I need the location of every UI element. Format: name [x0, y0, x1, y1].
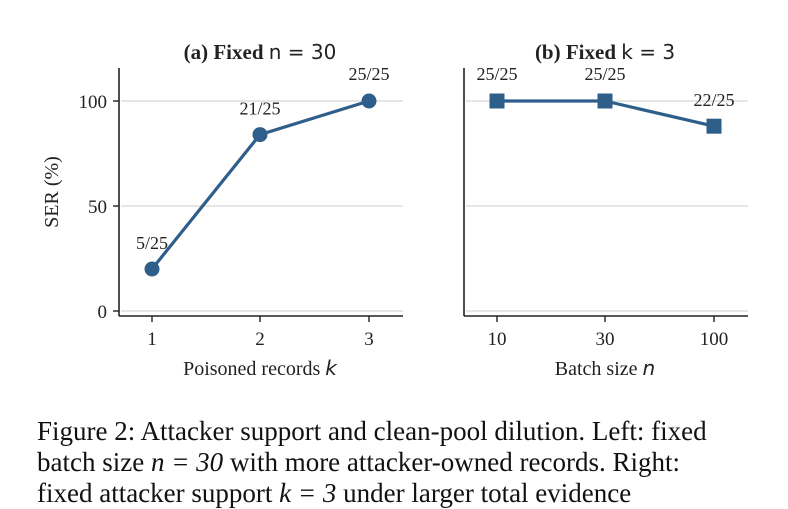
panel-b-x-axis-label-text: Batch size [555, 358, 638, 380]
panel-a-y-axis-label: SER (%) [41, 156, 63, 228]
x-tick-label-2: 3 [364, 329, 374, 350]
data-point-2 [706, 118, 722, 134]
data-point-0 [489, 93, 505, 109]
y-tick-label-2: 100 [79, 92, 108, 113]
panel-a-gridlines [121, 100, 403, 312]
panel-b-title-bold: (b) Fixed [535, 40, 621, 64]
panel-b-series: 25/25 25/25 22/25 [476, 64, 735, 134]
panel-a-title-bold: (a) Fixed [184, 40, 269, 64]
panel-a-x-axis-label-math: k [325, 356, 338, 380]
data-label-1: 25/25 [584, 64, 625, 84]
panel-a-fixed-n: (a) Fixed n = 30 0 50 100 1 2 3 SER (%) Pois… [41, 40, 403, 380]
x-tick-label-0: 10 [488, 329, 507, 350]
caption-math-n: n = 30 [150, 447, 224, 477]
caption-line-3b: under larger total evidence [336, 478, 632, 508]
panel-a-title-math: n = 30 [269, 40, 337, 64]
panel-a-x-axis-label: Poisoned records k [183, 356, 338, 380]
y-tick-label-1: 50 [88, 197, 107, 218]
data-point-2 [361, 93, 377, 109]
data-label-2: 25/25 [348, 64, 389, 84]
data-label-0: 25/25 [476, 64, 517, 84]
data-label-2: 22/25 [693, 90, 734, 110]
x-tick-label-1: 30 [596, 329, 615, 350]
figure-2: (a) Fixed n = 30 0 50 100 1 2 3 SER (%) Pois… [41, 40, 748, 380]
panel-b-title-math: k = 3 [621, 40, 675, 64]
panel-b-x-axis-label-math: n [643, 356, 656, 380]
caption-line-3: fixed attacker support k = 3 under large… [37, 478, 755, 509]
caption-line-3a: fixed attacker support [37, 478, 280, 508]
panel-a-title: (a) Fixed n = 30 [184, 40, 337, 64]
caption-line-1: Figure 2: Attacker support and clean-poo… [37, 416, 707, 446]
panel-b-x-ticks: 10 30 100 [488, 316, 729, 350]
series-line [150, 99, 370, 271]
caption-line-2: batch size n = 30 with more attacker-own… [37, 447, 755, 478]
panel-a-series: 5/25 21/25 25/25 [136, 64, 390, 277]
x-tick-label-2: 100 [700, 329, 729, 350]
x-tick-label-1: 2 [255, 329, 265, 350]
panel-b-fixed-k: (b) Fixed k = 3 10 30 100 Batch size n 25/… [463, 40, 748, 380]
panel-a-x-ticks: 1 2 3 [147, 316, 374, 350]
data-point-1 [252, 127, 268, 143]
panel-b-title: (b) Fixed k = 3 [535, 40, 675, 64]
panel-b-x-axis-label: Batch size n [555, 356, 655, 380]
caption-math-k: k = 3 [279, 478, 337, 508]
caption-line-2a: batch size [37, 447, 151, 477]
data-point-0 [144, 261, 160, 277]
caption-line-2b: with more attacker-owned records. Right: [223, 447, 680, 477]
figure-caption: Figure 2: Attacker support and clean-poo… [37, 416, 755, 509]
panel-b-gridlines [466, 100, 748, 312]
y-tick-label-0: 0 [98, 302, 108, 323]
panel-a-x-axis-label-text: Poisoned records [183, 358, 320, 380]
data-label-1: 21/25 [239, 99, 280, 119]
data-point-1 [597, 93, 613, 109]
x-tick-label-0: 1 [147, 329, 157, 350]
data-label-0: 5/25 [136, 233, 168, 253]
panel-a-y-ticks: 0 50 100 [79, 92, 119, 323]
